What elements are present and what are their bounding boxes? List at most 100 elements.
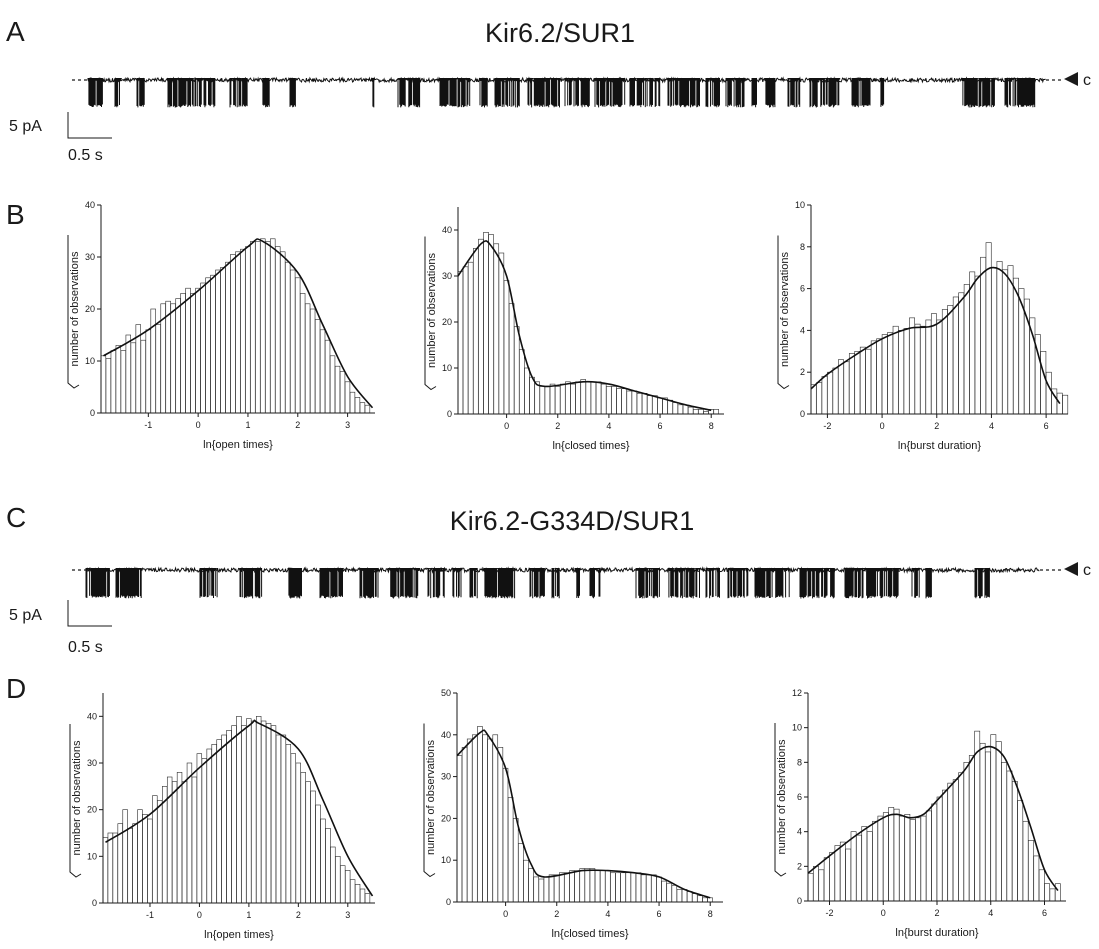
sqrt-radical-icon — [69, 724, 82, 878]
histogram-bar — [1044, 883, 1050, 902]
histogram-bar — [503, 280, 510, 415]
histogram-bar — [1062, 394, 1069, 415]
histogram-bar — [707, 897, 713, 903]
y-tick-label: 0 — [800, 409, 805, 419]
y-tick-label: 10 — [87, 851, 97, 861]
sqrt-radical-icon — [67, 235, 80, 389]
histogram-bar — [682, 404, 689, 415]
histogram-bar — [876, 338, 883, 415]
x-axis-label: ln{open times} — [204, 929, 274, 941]
histogram-bar — [190, 293, 196, 414]
histogram-bar — [497, 747, 504, 903]
histogram-bar — [359, 888, 366, 904]
y-tick-label: 40 — [441, 730, 451, 740]
y-tick-label: 20 — [442, 317, 452, 327]
histogram-bar — [834, 845, 841, 902]
histogram-bar — [534, 381, 540, 415]
histogram-bar — [112, 832, 118, 904]
histogram-bar — [651, 874, 657, 903]
y-tick-label: 8 — [797, 757, 802, 767]
fit-curve — [810, 266, 1061, 405]
histogram-bar — [170, 303, 176, 414]
histogram-bar — [979, 742, 986, 902]
histogram-bar — [892, 325, 899, 415]
histogram-bar — [538, 878, 545, 903]
histogram-bar — [235, 251, 241, 414]
histogram-bar — [299, 293, 306, 414]
x-tick-label: 2 — [554, 909, 559, 919]
histogram-bar — [645, 874, 652, 903]
histogram-bar — [364, 893, 371, 904]
histogram-bar — [635, 872, 642, 903]
histogram-bar — [180, 293, 186, 414]
histogram-bar — [344, 381, 351, 414]
histogram-bar — [936, 796, 943, 902]
histogram-bar — [314, 319, 321, 414]
histogram-bar — [656, 876, 662, 903]
y-axis-label: number of observations — [69, 251, 81, 366]
y-tick-label: 10 — [795, 200, 805, 210]
histogram-bar — [483, 232, 489, 415]
histogram-bar — [1001, 762, 1007, 902]
histogram-bar — [165, 300, 171, 414]
histogram-bar — [528, 868, 534, 903]
histogram-bar — [631, 390, 638, 415]
panel-letter-c: C — [6, 502, 26, 533]
x-tick-label: 4 — [989, 421, 994, 431]
histogram-bar — [980, 256, 987, 415]
histogram-bar — [345, 870, 351, 904]
histogram-bar — [220, 267, 226, 414]
histogram-bar — [211, 744, 217, 904]
histogram-bar — [610, 872, 616, 903]
y-tick-label: 20 — [441, 813, 451, 823]
histogram-bar — [560, 383, 566, 415]
histogram-bar — [630, 872, 637, 903]
histogram-bar — [122, 809, 128, 904]
histogram-bar — [543, 876, 550, 903]
histogram-bar — [513, 326, 520, 415]
x-tick-label: 6 — [1044, 421, 1049, 431]
fit-curve — [807, 745, 1059, 892]
histogram-d-closed-times: 0 10 20 30 40 50 0 2 4 6 8 ln{closed times} number o… — [423, 688, 723, 940]
y-tick-label: 0 — [797, 896, 802, 906]
histogram-bar — [245, 246, 251, 414]
histogram-bar — [914, 323, 921, 415]
histogram-bar — [920, 325, 926, 415]
histogram-bar — [130, 342, 136, 414]
sqrt-radical-icon — [777, 235, 790, 390]
histogram-bar — [251, 720, 257, 904]
histogram-bar — [985, 751, 991, 902]
histogram-bar — [605, 870, 611, 903]
scale-current-a: 5 pA — [9, 118, 42, 135]
histogram-bar — [920, 815, 927, 902]
histogram-bar — [482, 734, 488, 903]
histogram-bar — [693, 409, 699, 415]
x-axis-label: ln{closed times} — [551, 928, 628, 940]
histogram-bar — [564, 872, 570, 903]
histogram-bar — [275, 246, 281, 414]
histogram-bar — [1040, 350, 1047, 415]
closed-state-arrow-a — [1064, 72, 1078, 86]
histogram-bar — [681, 889, 688, 903]
histogram-bar — [1006, 770, 1013, 902]
histogram-bar — [478, 238, 484, 415]
histogram-bar — [147, 818, 153, 904]
histogram-bar — [641, 392, 648, 415]
histogram-bar — [512, 818, 519, 903]
histogram-bar — [626, 390, 633, 415]
histogram-bar — [230, 254, 236, 414]
histogram-bar — [1011, 781, 1018, 902]
histogram-bar — [275, 734, 282, 904]
histogram-bar — [872, 820, 878, 902]
histogram-bar — [255, 241, 261, 414]
histogram-bar — [958, 772, 964, 902]
histogram-bar — [1007, 265, 1014, 415]
x-tick-label: 8 — [708, 909, 713, 919]
histogram-bar — [176, 772, 183, 904]
y-tick-label: 20 — [85, 304, 95, 314]
histogram-bar — [677, 404, 684, 415]
histogram-bar — [600, 383, 607, 415]
histogram-bar — [823, 857, 830, 902]
y-tick-label: 4 — [797, 827, 802, 837]
histogram-bar — [110, 350, 117, 414]
